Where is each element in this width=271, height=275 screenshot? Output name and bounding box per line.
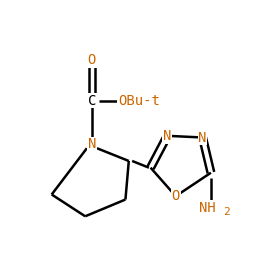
Text: NH: NH (199, 201, 216, 215)
Text: N: N (163, 129, 172, 143)
Text: O: O (172, 189, 180, 203)
Text: O: O (88, 53, 96, 67)
Text: O: O (172, 189, 180, 203)
Text: N: N (198, 131, 207, 144)
Text: O: O (88, 53, 96, 67)
Text: N: N (163, 129, 172, 143)
Text: C: C (88, 94, 96, 108)
Text: 2: 2 (223, 207, 229, 217)
Text: N: N (88, 137, 96, 151)
Text: N: N (88, 137, 96, 151)
Text: N: N (198, 131, 207, 144)
Text: OBu-t: OBu-t (118, 94, 160, 108)
Text: C: C (88, 94, 96, 108)
